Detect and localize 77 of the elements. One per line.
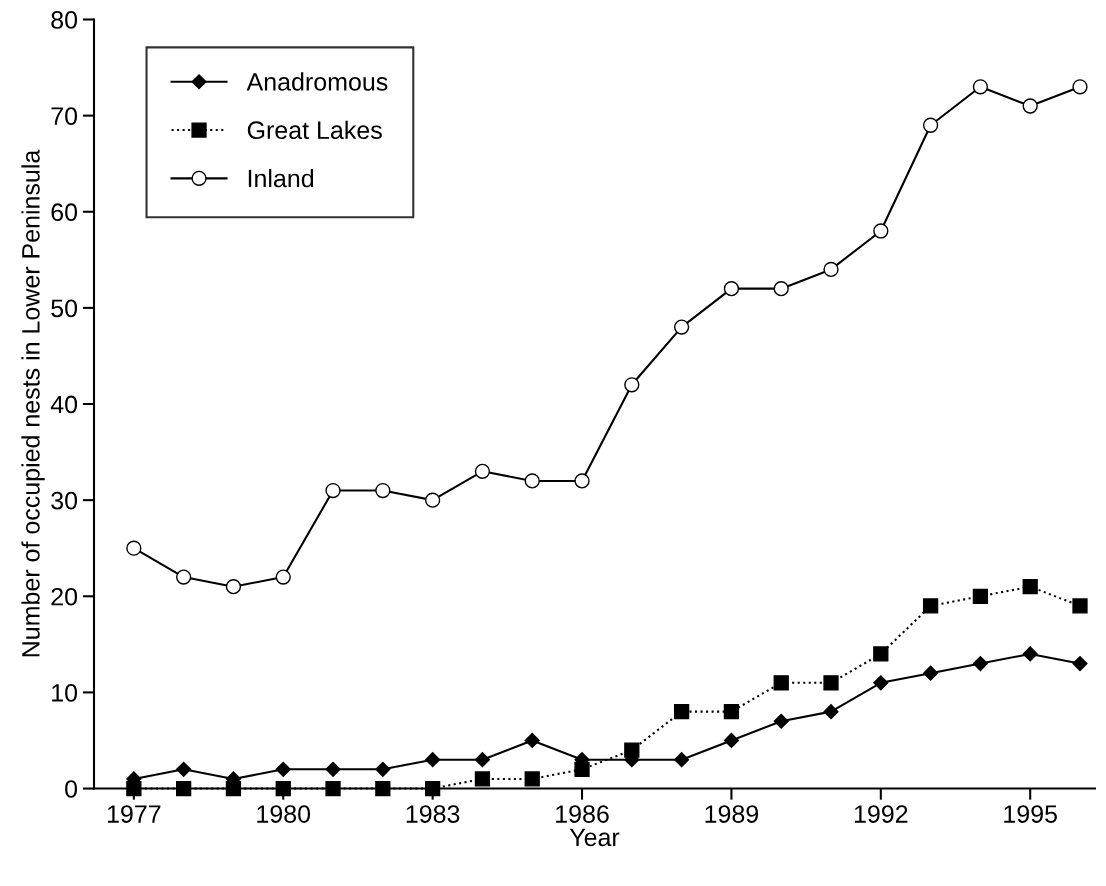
point [922, 598, 939, 614]
point [424, 492, 441, 508]
point [1072, 79, 1088, 95]
point [275, 569, 291, 585]
point [574, 473, 590, 489]
point [375, 482, 391, 499]
y-tick-label: 30 [51, 491, 78, 510]
point [972, 79, 989, 95]
point [674, 752, 690, 768]
point [624, 377, 640, 393]
point [873, 223, 889, 239]
point [126, 780, 142, 797]
x-tick-label: 1995 [1004, 805, 1057, 823]
point [773, 713, 789, 729]
x-tick-label: 1983 [406, 805, 460, 823]
point [375, 780, 391, 797]
point [823, 675, 839, 691]
point [923, 665, 939, 681]
y-tick-label: 10 [52, 684, 78, 702]
point [773, 281, 789, 297]
point [972, 588, 989, 604]
point [773, 675, 789, 691]
point [1072, 598, 1088, 614]
y-tick-label: 60 [51, 203, 78, 222]
x-tick-label: 1977 [107, 805, 161, 823]
point [1072, 655, 1088, 672]
y-tick-label: 70 [51, 107, 78, 125]
point [225, 780, 242, 797]
point [1022, 579, 1038, 595]
point [474, 752, 491, 768]
point [624, 742, 640, 758]
x-tick-label: 1986 [556, 805, 609, 823]
point [126, 540, 142, 556]
point [823, 704, 839, 720]
point [574, 761, 590, 777]
point [972, 655, 988, 672]
point [275, 780, 291, 797]
point [176, 569, 192, 585]
point [176, 780, 192, 797]
point [425, 752, 441, 768]
point [524, 771, 540, 787]
point [325, 780, 341, 797]
point [176, 761, 192, 777]
point [424, 780, 441, 797]
x-tick-label: 1992 [854, 805, 908, 823]
point [325, 761, 341, 777]
point [275, 761, 291, 777]
point [723, 703, 740, 720]
point [524, 473, 540, 489]
x-tick-label: 1989 [705, 805, 759, 823]
point [873, 675, 889, 691]
point [1022, 646, 1038, 662]
legend-label: Great Lakes [247, 120, 382, 140]
point [225, 579, 242, 595]
y-tick-label: 40 [50, 395, 78, 414]
point [823, 261, 839, 278]
legend-label: Inland [248, 168, 314, 188]
y-axis-title: Number of occupied nests in Lower Peninsula [21, 149, 45, 657]
y-tick-label: 20 [51, 587, 78, 606]
y-tick-label: 50 [51, 299, 78, 318]
point [325, 482, 341, 499]
y-tick-label: 0 [65, 780, 78, 798]
point [375, 761, 391, 777]
point [922, 117, 939, 133]
point [524, 732, 540, 749]
legend-label: Anadromous [246, 72, 388, 91]
point [673, 319, 690, 335]
point [673, 703, 690, 720]
y-tick-label: 80 [51, 11, 78, 29]
point [1022, 98, 1038, 114]
x-tick-label: 1980 [257, 805, 311, 823]
point [474, 771, 491, 787]
point [873, 646, 889, 662]
point [723, 281, 740, 297]
point [474, 463, 491, 479]
point [723, 732, 739, 749]
x-axis-title: Year [569, 828, 620, 847]
